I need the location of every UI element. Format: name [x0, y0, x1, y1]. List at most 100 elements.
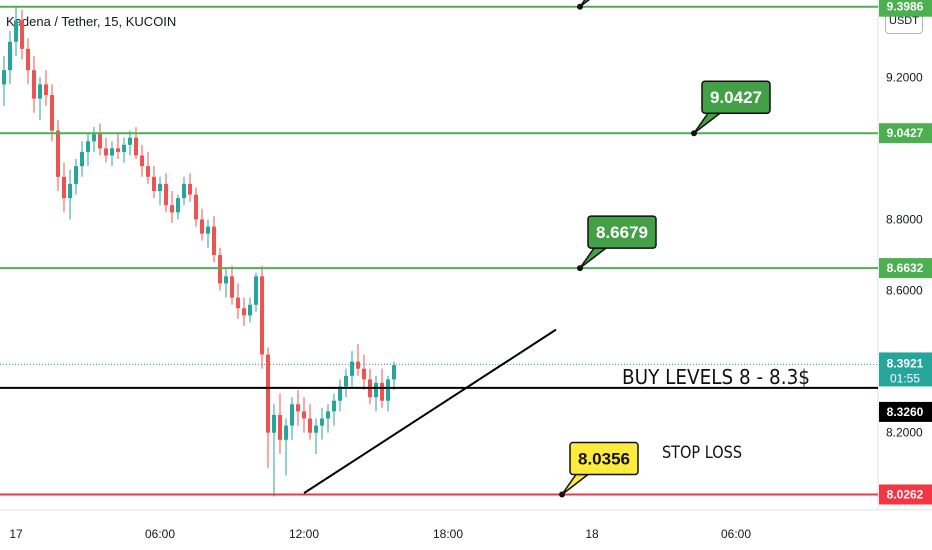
candle-body	[296, 404, 300, 412]
candle-body	[236, 297, 240, 309]
candle-body	[188, 183, 192, 195]
candle-body	[386, 379, 390, 401]
time-tick-label: 18	[585, 527, 599, 541]
current-price-axis-box	[879, 352, 932, 387]
candle-body	[308, 418, 312, 433]
candle-body	[242, 308, 246, 316]
candle-body	[8, 41, 12, 71]
candle-body	[32, 70, 36, 99]
candle-body	[152, 176, 156, 192]
candle-body	[248, 304, 252, 316]
candle-body	[14, 20, 18, 42]
candle-body	[326, 411, 330, 419]
time-tick-label: 06:00	[721, 527, 751, 541]
resistance-1-callout-pointer	[579, 247, 609, 269]
candle-body	[200, 219, 204, 234]
time-tick-label: 17	[9, 527, 23, 541]
candle-body	[98, 134, 102, 149]
candle-body	[182, 183, 186, 199]
candle-body	[62, 176, 66, 199]
candle-body	[26, 48, 30, 71]
candle-body	[20, 20, 24, 49]
candle-body	[68, 183, 72, 199]
candle-body	[194, 194, 198, 220]
candle-body	[266, 354, 270, 433]
stop-loss-axis-label: 8.0262	[887, 487, 924, 501]
candle-body	[278, 414, 282, 440]
candle-body	[140, 155, 144, 167]
candle-body	[44, 84, 48, 96]
price-tick-label: 8.6000	[886, 284, 923, 298]
time-tick-label: 18:00	[433, 527, 463, 541]
candle-body	[284, 425, 288, 440]
candle-body	[92, 134, 96, 142]
candle-body	[158, 183, 162, 192]
buy-level-axis-label-box	[879, 401, 932, 422]
candle-body	[128, 137, 132, 145]
buy-level-axis-label: 8.3260	[887, 405, 924, 419]
stop-loss-callout-anchor	[559, 491, 565, 498]
candle-body	[344, 375, 348, 387]
candle-body	[302, 411, 306, 419]
resistance-2-callout-box	[701, 80, 771, 114]
candle-body	[56, 130, 60, 177]
buy-levels-annotation: BUY LEVELS 8 - 8.3$	[622, 365, 810, 389]
resistance-3-callout-anchor	[577, 3, 583, 10]
resistance-1-callout-anchor	[577, 265, 583, 272]
candle-body	[86, 141, 90, 152]
resistance-1-callout-box	[587, 215, 657, 249]
candle-body	[170, 205, 174, 213]
candle-body	[38, 84, 42, 99]
price-tick-label: 8.8000	[886, 212, 923, 226]
candle-body	[338, 386, 342, 401]
trendline	[303, 328, 557, 494]
chart-title: Kadena / Tether, 15, KUCOIN	[6, 14, 177, 29]
resistance-2-axis-label-box	[879, 123, 932, 144]
stop-loss-annotation: STOP LOSS	[662, 443, 742, 463]
candle-body	[224, 276, 228, 284]
stop-loss-callout-pointer	[561, 473, 591, 496]
time-tick-label: 12:00	[289, 527, 319, 541]
resistance-3-axis-label: 9.3986	[887, 0, 924, 14]
candle-body	[314, 425, 318, 433]
resistance-3-axis-label-box	[879, 0, 932, 17]
price-tick-label: 8.2000	[886, 426, 923, 440]
candle-body	[104, 148, 108, 156]
candle-body	[254, 276, 258, 305]
resistance-1-callout-label: 8.6679	[596, 223, 648, 242]
candle-body	[134, 137, 138, 156]
candle-body	[122, 144, 126, 152]
candle-body	[146, 166, 150, 177]
candle-body	[110, 148, 114, 156]
candle-body	[380, 382, 384, 401]
candle-body	[320, 418, 324, 426]
candle-body	[50, 95, 54, 131]
resistance-2-callout-pointer	[693, 112, 723, 134]
candle-body	[218, 255, 222, 284]
candle-body	[356, 361, 360, 369]
candle-body	[230, 276, 234, 298]
stop-loss-axis-label-box	[879, 484, 932, 505]
candle-body	[2, 70, 6, 85]
candle-body	[332, 400, 336, 412]
resistance-2-callout-anchor	[691, 130, 697, 137]
candle-body	[362, 368, 366, 380]
candle-body	[374, 382, 378, 398]
candle-body	[206, 226, 210, 234]
candle-body	[212, 226, 216, 255]
candle-body	[80, 151, 84, 167]
resistance-2-axis-label: 9.0427	[887, 126, 924, 140]
candle-body	[74, 166, 78, 184]
candle-body	[290, 404, 294, 426]
candle-body	[350, 361, 354, 376]
resistance-3-callout-pointer	[579, 0, 590, 8]
price-tick-label: 9.2000	[886, 70, 923, 84]
candle-body	[116, 148, 120, 152]
current-price-axis-label: 8.3921	[887, 356, 924, 370]
time-tick-label: 06:00	[145, 527, 175, 541]
candle-body	[164, 183, 168, 206]
resistance-2-callout-label: 9.0427	[710, 88, 762, 107]
stop-loss-callout-box	[569, 441, 639, 476]
